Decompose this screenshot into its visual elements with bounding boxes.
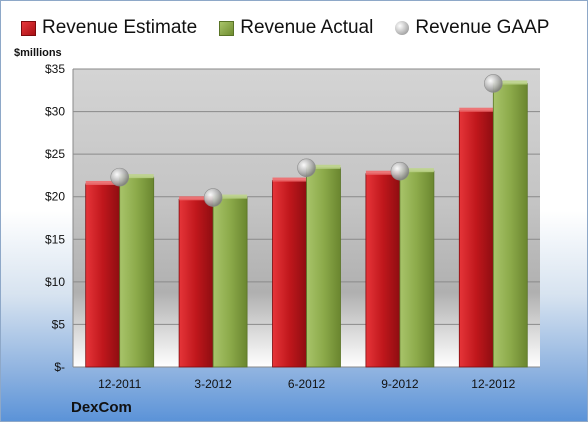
y-tick-label: $25	[45, 147, 65, 161]
bar-cap-estimate	[459, 107, 494, 112]
y-axis-ticks: $- $5 $10 $15 $20 $25 $30 $35	[45, 62, 65, 374]
bar-cap-estimate	[85, 180, 120, 185]
legend-item-actual: Revenue Actual	[219, 17, 373, 39]
gaap-marker	[297, 158, 316, 178]
y-tick-label: $15	[45, 232, 65, 246]
gaap-marker	[110, 167, 129, 187]
bar-cap-estimate	[365, 170, 400, 175]
legend-label-gaap: Revenue GAAP	[415, 17, 550, 38]
legend-label-actual: Revenue Actual	[240, 17, 374, 38]
y-axis-unit-label: $millions	[14, 47, 62, 59]
y-tick-label: $20	[45, 190, 65, 204]
bar-cap-actual	[493, 80, 528, 85]
legend-label-estimate: Revenue Estimate	[42, 17, 198, 38]
y-tick-label: $30	[45, 105, 65, 119]
bar-cap-actual	[119, 174, 154, 179]
x-tick-label: 12-2012	[471, 377, 515, 391]
bar-cap-actual	[306, 164, 341, 169]
bar-cap-actual	[213, 194, 248, 199]
gaap-marker	[483, 74, 503, 93]
y-tick-label: $10	[45, 275, 65, 289]
y-tick-label: $-	[54, 360, 65, 374]
x-tick-label: 12-2011	[98, 377, 141, 391]
y-tick-label: $35	[45, 62, 65, 76]
x-tick-label: 3-2012	[194, 377, 232, 391]
bar-revenue-estimate	[365, 173, 401, 368]
x-tick-label: 6-2012	[288, 377, 326, 391]
bar-revenue-estimate	[272, 180, 307, 368]
bar-revenue-actual	[212, 197, 248, 368]
bars	[85, 80, 528, 368]
bar-revenue-actual	[399, 170, 435, 368]
gaap-marker	[390, 161, 410, 181]
bar-revenue-estimate	[178, 198, 214, 368]
y-tick-label: $5	[52, 317, 66, 331]
legend: Revenue Estimate Revenue Actual Revenue …	[21, 17, 549, 39]
x-axis-ticks: 12-2011 3-2012 6-2012 9-2012 12-2012	[98, 377, 516, 391]
bar-revenue-actual	[119, 176, 155, 368]
bar-revenue-estimate	[85, 183, 121, 368]
legend-item-gaap: Revenue GAAP	[395, 17, 549, 39]
bar-cap-estimate	[179, 196, 214, 201]
company-label: DexCom	[71, 399, 132, 416]
x-tick-label: 9-2012	[381, 377, 419, 391]
gaap-marker-icon	[395, 21, 410, 35]
gaap-marker	[203, 188, 223, 207]
bar-cap-actual	[399, 168, 434, 173]
bar-revenue-estimate	[458, 110, 494, 368]
bar-revenue-actual	[306, 167, 341, 368]
estimate-swatch-icon	[21, 20, 36, 36]
bar-cap-estimate	[272, 177, 307, 182]
gaap-markers	[110, 74, 503, 207]
legend-item-estimate: Revenue Estimate	[21, 17, 197, 39]
actual-swatch-icon	[219, 20, 235, 36]
bar-revenue-actual	[492, 83, 528, 368]
